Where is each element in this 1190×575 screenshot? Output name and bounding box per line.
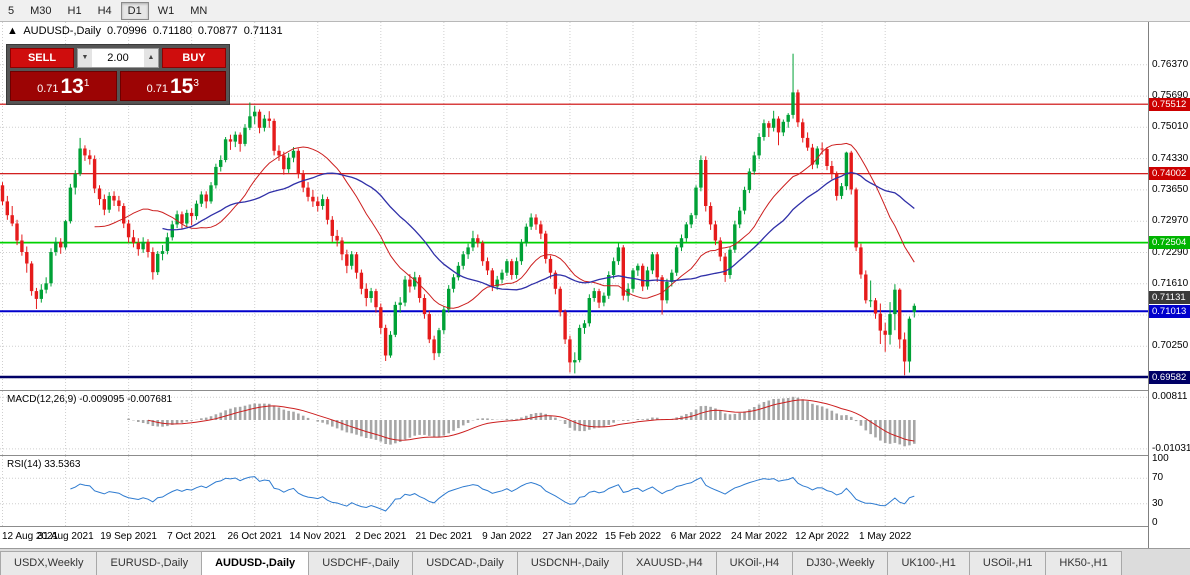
macd-indicator-label: MACD(12,26,9) -0.009095 -0.007681 — [7, 394, 173, 405]
price-line-badge: 0.71013 — [1149, 304, 1190, 318]
macd-tick-label: -0.01031 — [1152, 442, 1190, 454]
time-tick-label: 31 Aug 2021 — [37, 531, 94, 542]
ohlc-close: 0.71131 — [243, 25, 283, 37]
time-tick-label: 12 Aug 2021 — [2, 531, 59, 542]
time-tick-label: 26 Oct 2021 — [227, 531, 282, 542]
rsi-pane[interactable] — [0, 456, 1148, 526]
chart-tab-usdcad-daily[interactable]: USDCAD-,Daily — [412, 551, 518, 575]
rsi-tick-label: 0 — [1152, 517, 1158, 528]
timeframe-button-h4[interactable]: H4 — [91, 2, 119, 20]
lot-size-value[interactable]: 2.00 — [107, 52, 129, 64]
pane-separator — [0, 526, 1148, 527]
rsi-tick-label: 70 — [1152, 472, 1164, 484]
chart-tab-dj30-weekly[interactable]: DJ30-,Weekly — [792, 551, 889, 575]
price-tick-label: 0.71610 — [1152, 277, 1189, 289]
ask-prefix: 0.71 — [146, 83, 168, 95]
chart-tab-eurusd-daily[interactable]: EURUSD-,Daily — [96, 551, 203, 575]
price-tick-label: 0.76370 — [1152, 58, 1189, 70]
ask-pipette: 3 — [193, 78, 199, 89]
price-tick-label: 0.72290 — [1152, 246, 1189, 258]
price-line-badge: 0.71131 — [1149, 291, 1190, 305]
price-line-badge: 0.75512 — [1149, 97, 1190, 111]
price-tick-label: 0.75690 — [1152, 90, 1189, 102]
time-tick-label: 21 Dec 2021 — [415, 531, 473, 542]
lot-increase-icon[interactable]: ▲ — [144, 49, 158, 67]
bid-price-display[interactable]: 0.71 13 1 — [10, 71, 117, 101]
time-tick-label: 7 Oct 2021 — [167, 531, 217, 542]
time-tick-label: 14 Nov 2021 — [289, 531, 347, 542]
time-axis[interactable]: 12 Aug 2021 31 Aug 2021 19 Sep 2021 7 Oct 2… — [0, 527, 1148, 548]
ask-big-digits: 15 — [170, 75, 194, 98]
timeframe-button-d1[interactable]: D1 — [120, 1, 149, 20]
price-line-badge: 0.72504 — [1149, 236, 1190, 250]
bid-big-digits: 13 — [60, 75, 84, 98]
chart-tab-usoil-h1[interactable]: USOil-,H1 — [968, 551, 1047, 575]
bid-prefix: 0.71 — [37, 83, 59, 95]
timeframe-button-h1[interactable]: H1 — [61, 2, 89, 20]
chart-tab-usdx-weekly[interactable]: USDX,Weekly — [0, 551, 98, 575]
timeframe-toolbar: 5 M30 H1 H4 D1 W1 MN — [0, 0, 1190, 22]
macd-tick-label: 0.00811 — [1152, 391, 1188, 403]
timeframe-button-m30[interactable]: M30 — [23, 2, 58, 20]
time-tick-label: 19 Sep 2021 — [100, 531, 157, 542]
macd-pane[interactable] — [0, 391, 1148, 455]
price-line-badge: 0.74002 — [1149, 167, 1190, 181]
chart-tab-hk50-h1[interactable]: HK50-,H1 — [1045, 551, 1122, 575]
symbol-period-label: AUDUSD-,Daily — [23, 25, 101, 37]
chart-tab-audusd-daily[interactable]: AUDUSD-,Daily — [201, 551, 310, 575]
rsi-indicator-label: RSI(14) 33.5363 — [7, 459, 81, 470]
pane-separator[interactable] — [0, 455, 1148, 456]
chart-tab-bar: USDX,Weekly EURUSD-,Daily AUDUSD-,Daily USD… — [0, 548, 1190, 575]
price-tick-label: 0.74330 — [1152, 152, 1189, 164]
price-line-badge: 0.69582 — [1149, 370, 1190, 384]
price-tick-label: 0.75010 — [1152, 121, 1189, 133]
symbol-direction-icon: ▲ — [7, 25, 18, 37]
price-tick-label: 0.73650 — [1152, 183, 1189, 195]
time-tick-label: 1 May 2022 — [859, 531, 912, 542]
lot-decrease-icon[interactable]: ▼ — [78, 49, 92, 67]
time-tick-label: 9 Jan 2022 — [482, 531, 532, 542]
price-tick-label: 0.72970 — [1152, 215, 1189, 227]
ohlc-low: 0.70877 — [197, 25, 238, 37]
lot-size-stepper[interactable]: ▼ 2.00 ▲ — [77, 48, 159, 68]
price-axis[interactable]: 0.76370 0.75690 0.75010 0.74330 0.73650 0.729… — [1148, 22, 1190, 548]
rsi-tick-label: 100 — [1152, 453, 1169, 464]
rsi-tick-label: 30 — [1152, 497, 1164, 509]
timeframe-button-5[interactable]: 5 — [1, 2, 21, 20]
one-click-trading-panel: SELL ▼ 2.00 ▲ BUY 0.71 13 1 0.71 15 3 — [6, 44, 230, 105]
chart-tab-usdcnh-daily[interactable]: USDCNH-,Daily — [516, 551, 624, 575]
pane-separator[interactable] — [0, 390, 1148, 391]
time-tick-label: 24 Mar 2022 — [731, 531, 788, 542]
timeframe-button-mn[interactable]: MN — [183, 2, 214, 20]
chart-region: ▲ AUDUSD-,Daily 0.70996 0.71180 0.70877 … — [0, 22, 1190, 548]
time-tick-label: 6 Mar 2022 — [670, 531, 722, 542]
bid-pipette: 1 — [83, 78, 90, 89]
time-tick-label: 12 Apr 2022 — [795, 531, 850, 542]
buy-button[interactable]: BUY — [162, 48, 226, 68]
ask-price-display[interactable]: 0.71 15 3 — [119, 71, 226, 101]
sell-button[interactable]: SELL — [10, 48, 74, 68]
chart-tab-xauusd-h4[interactable]: XAUUSD-,H4 — [622, 551, 717, 575]
time-tick-label: 15 Feb 2022 — [604, 531, 662, 542]
time-tick-label: 27 Jan 2022 — [542, 531, 598, 542]
chart-tab-usdchf-daily[interactable]: USDCHF-,Daily — [308, 551, 414, 575]
chart-tab-uk100-h1[interactable]: UK100-,H1 — [887, 551, 970, 575]
ohlc-open: 0.70996 — [107, 25, 147, 37]
timeframe-button-w1[interactable]: W1 — [151, 2, 182, 20]
time-tick-label: 2 Dec 2021 — [355, 531, 407, 542]
chart-tab-ukoil-h4[interactable]: UKOil-,H4 — [715, 551, 794, 575]
price-tick-label: 0.70250 — [1152, 340, 1189, 352]
chart-title: ▲ AUDUSD-,Daily 0.70996 0.71180 0.70877 … — [7, 25, 286, 37]
ohlc-high: 0.71180 — [152, 25, 192, 37]
